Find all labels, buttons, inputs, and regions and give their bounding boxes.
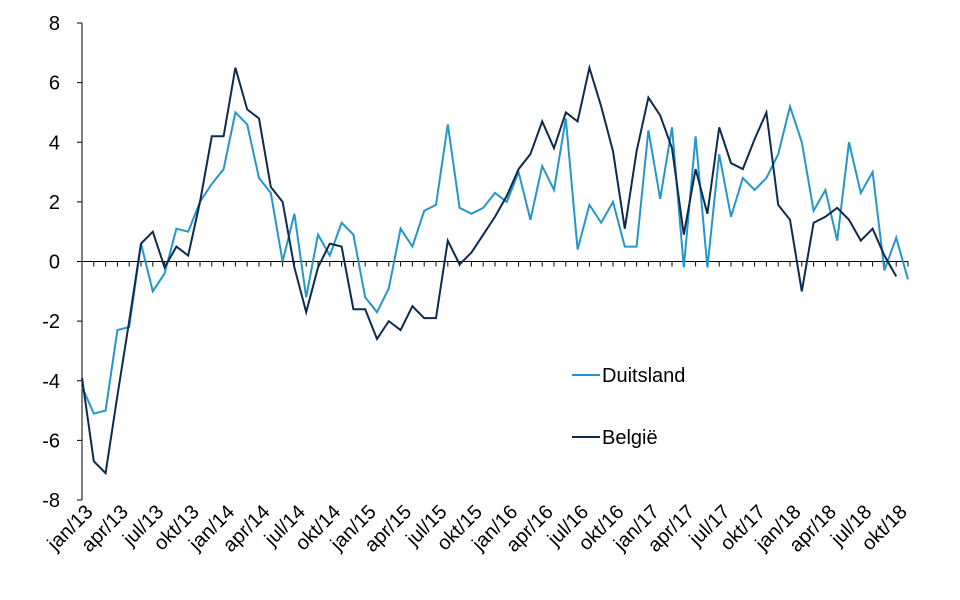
y-tick-label: 2 [49, 192, 60, 214]
y-tick-label: -2 [42, 311, 60, 333]
y-tick-label: 6 [49, 73, 60, 95]
series-layer [81, 63, 909, 476]
y-axis: 8 6 4 2 0 -2 -4 -6 -8 [42, 13, 83, 512]
y-tick-label: -6 [42, 430, 60, 452]
legend-label-belgie: België [602, 427, 658, 449]
y-tick-label: 8 [49, 13, 60, 35]
legend: Duitsland België [572, 365, 685, 449]
x-axis: jan/13apr/13jul/13okt/13jan/14apr/14jul/… [43, 261, 912, 557]
y-tick-label: 4 [49, 132, 60, 154]
y-tick-label: -4 [42, 371, 60, 393]
legend-label-duitsland: Duitsland [602, 365, 685, 387]
y-tick-label: 0 [49, 252, 60, 274]
y-tick-label: -8 [42, 490, 60, 512]
series-line-belgie [81, 63, 898, 476]
series-line-duitsland [81, 102, 909, 415]
